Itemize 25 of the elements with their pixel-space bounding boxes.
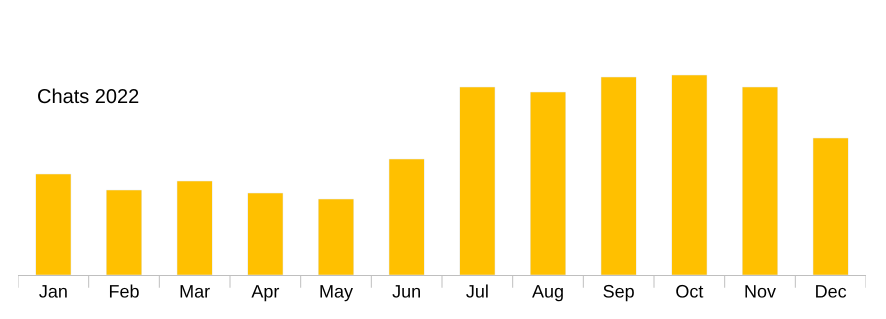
x-tick-label: Jun [392, 282, 422, 302]
text: Chats 2022 [37, 86, 140, 108]
bar [530, 92, 566, 275]
bar [459, 86, 496, 275]
x-tick-label: Feb [108, 282, 140, 302]
bar [671, 74, 708, 275]
bar [812, 138, 849, 275]
x-tick-label: Apr [251, 282, 280, 302]
x-tick-label: Nov [744, 282, 776, 302]
bar [318, 198, 354, 275]
x-tick-label: Jan [38, 282, 68, 302]
bar [388, 158, 425, 275]
x-tick-label: May [318, 282, 354, 302]
x-tick-label: Aug [532, 282, 564, 302]
x-tick-label: Oct [675, 282, 704, 302]
x-tick-label: Mar [179, 282, 210, 302]
x-tick-label: Sep [602, 282, 635, 302]
bar [106, 190, 142, 275]
bar [176, 180, 213, 275]
bar [600, 76, 637, 275]
bar [742, 86, 778, 275]
bar [247, 192, 284, 275]
x-tick-label: Dec [814, 282, 847, 302]
x-tick-label: Jul [466, 282, 489, 302]
bar [35, 174, 72, 275]
